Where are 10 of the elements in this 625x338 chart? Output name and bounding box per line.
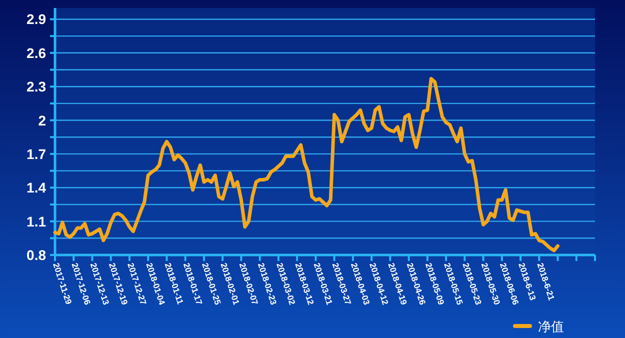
y-tick-label: 1.1 <box>26 213 46 230</box>
line-series <box>53 76 560 252</box>
y-tick-label: 2 <box>38 112 46 128</box>
y-tick-label: 2.3 <box>26 78 46 95</box>
y-tick-label: 2.9 <box>26 11 46 28</box>
y-tick-label: 1.4 <box>26 180 46 196</box>
legend-label: 净值 <box>538 320 564 335</box>
y-tick-label: 1.7 <box>26 146 46 162</box>
y-tick-label: 0.8 <box>26 247 46 263</box>
y-tick-label: 2.6 <box>26 44 46 61</box>
